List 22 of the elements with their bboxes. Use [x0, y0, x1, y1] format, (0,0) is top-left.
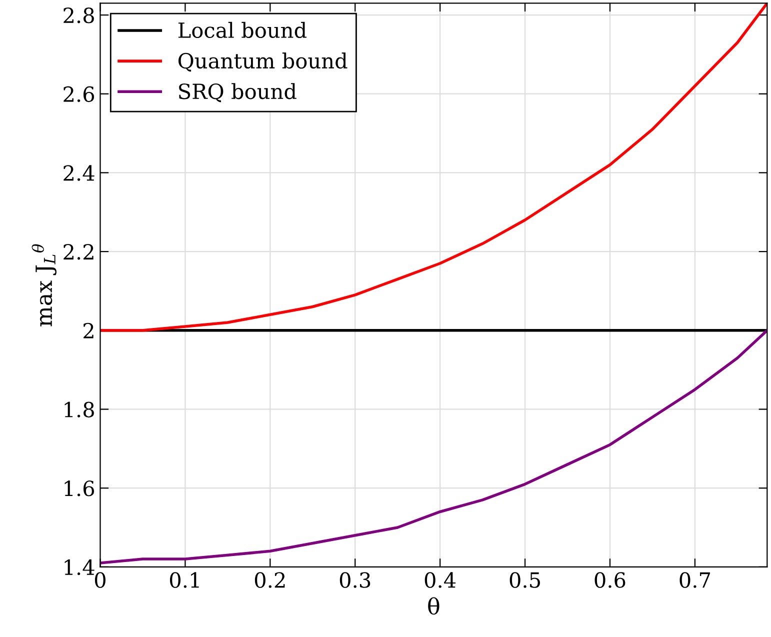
x-tick-label: 0.7 — [680, 572, 710, 588]
legend-label: Quantum bound — [178, 52, 348, 72]
x-tick-label: 0.4 — [424, 572, 456, 588]
y-tick-label: 1.4 — [64, 559, 94, 576]
y-tick-label: 2.2 — [64, 244, 94, 260]
line-series — [100, 329, 768, 564]
x-axis-title: θ — [428, 597, 440, 615]
y-axis-title: max J$_{L}$$^{θ}$ — [32, 244, 56, 326]
y-tick-label: 2 — [84, 322, 94, 338]
x-tick-label: 0 — [94, 572, 106, 588]
x-tick-label: 0.2 — [254, 572, 285, 588]
legend-label: SRQ bound — [179, 83, 296, 102]
x-tick-label: 0.3 — [340, 572, 370, 588]
y-tick-label: 1.6 — [64, 480, 94, 496]
x-tick-label: 0.5 — [510, 572, 540, 588]
legend-label: Local bound — [178, 22, 307, 38]
y-tick-label: 2.6 — [64, 86, 94, 102]
y-tick-label: 2.8 — [64, 7, 94, 24]
y-tick-label: 1.8 — [64, 402, 94, 418]
y-tick-label: 2.4 — [64, 165, 94, 181]
x-tick-label: 0.1 — [170, 572, 199, 588]
x-tick-label: 0.6 — [594, 572, 626, 588]
